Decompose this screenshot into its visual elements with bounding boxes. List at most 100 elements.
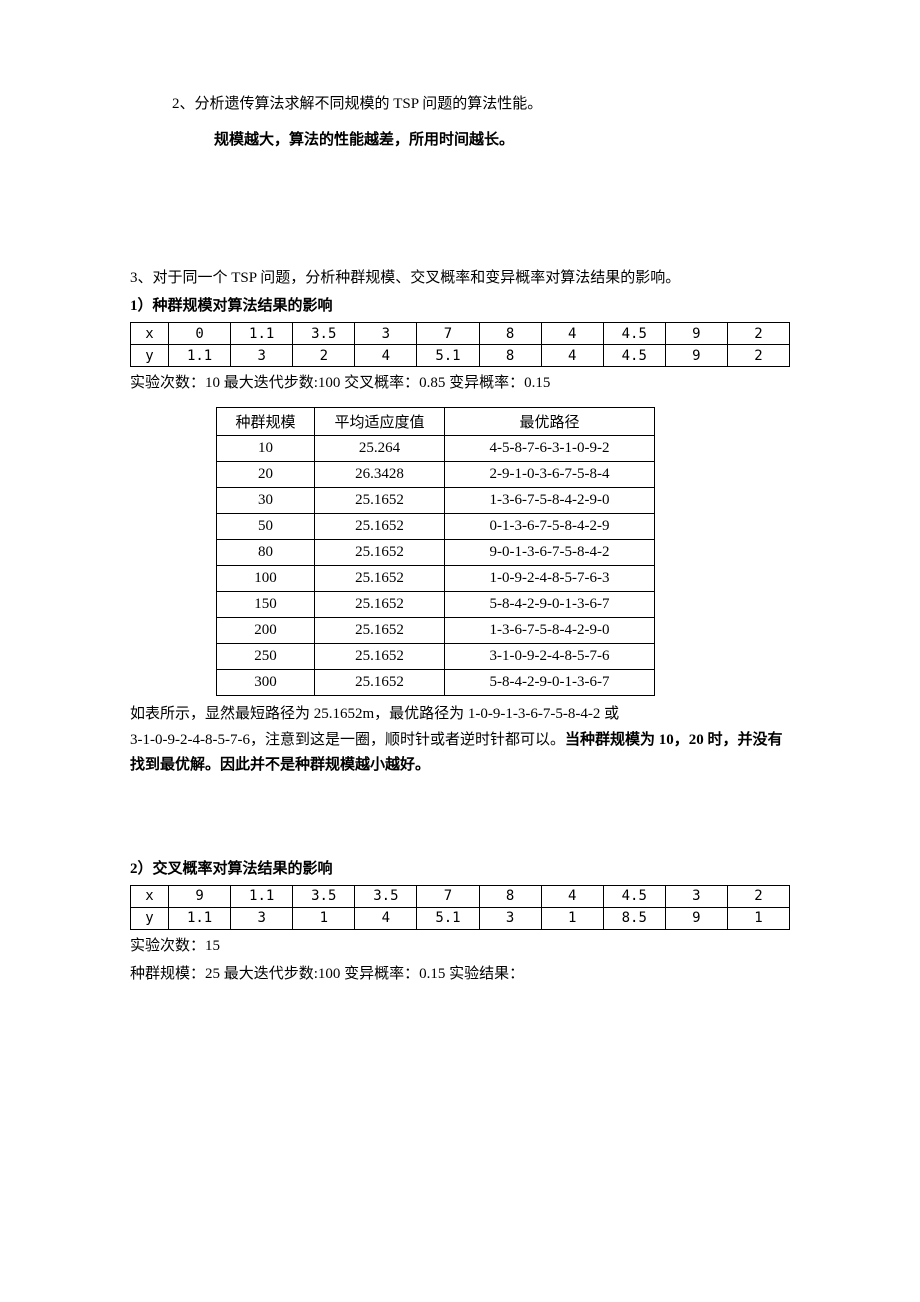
cell: 1.1 <box>231 323 293 345</box>
table-row: 20 26.3428 2-9-1-0-3-6-7-5-8-4 <box>217 462 655 488</box>
cell: 25.1652 <box>315 488 445 514</box>
cell: 26.3428 <box>315 462 445 488</box>
cell: 25.1652 <box>315 514 445 540</box>
cell: 8.5 <box>603 907 665 929</box>
cell: 4 <box>355 345 417 367</box>
row-label: y <box>131 345 169 367</box>
row-label: x <box>131 885 169 907</box>
cell: 3 <box>665 885 727 907</box>
cell: 1.1 <box>169 907 231 929</box>
cell: 1 <box>727 907 789 929</box>
section2-conclusion: 规模越大，算法的性能越差，所用时间越长。 <box>130 128 790 152</box>
cell: 3 <box>231 345 293 367</box>
cell: 3.5 <box>293 885 355 907</box>
cell: 0-1-3-6-7-5-8-4-2-9 <box>445 514 655 540</box>
cell: 150 <box>217 592 315 618</box>
table-row: 30 25.1652 1-3-6-7-5-8-4-2-9-0 <box>217 488 655 514</box>
cell: 9 <box>169 885 231 907</box>
cell: 4 <box>541 345 603 367</box>
header-cell: 平均适应度值 <box>315 408 445 436</box>
cell: 3.5 <box>355 885 417 907</box>
header-cell: 种群规模 <box>217 408 315 436</box>
cell: 25.1652 <box>315 540 445 566</box>
cell: 1 <box>293 907 355 929</box>
table-row: x 9 1.1 3.5 3.5 7 8 4 4.5 3 2 <box>131 885 790 907</box>
cell: 3-1-0-9-2-4-8-5-7-6 <box>445 644 655 670</box>
cell: 4 <box>541 885 603 907</box>
cell: 2 <box>293 345 355 367</box>
cell: 9 <box>665 323 727 345</box>
table-row: 10 25.264 4-5-8-7-6-3-1-0-9-2 <box>217 436 655 462</box>
xy-table-1: x 0 1.1 3.5 3 7 8 4 4.5 9 2 y 1.1 3 2 4 … <box>130 322 790 367</box>
section3-intro: 3、对于同一个 TSP 问题，分析种群规模、交叉概率和变异概率对算法结果的影响。 <box>130 266 790 290</box>
sub1-title: 1）种群规模对算法结果的影响 <box>130 294 790 318</box>
table-row: y 1.1 3 2 4 5.1 8 4 4.5 9 2 <box>131 345 790 367</box>
cell: 1-0-9-2-4-8-5-7-6-3 <box>445 566 655 592</box>
params1-text: 实验次数：10 最大迭代步数:100 交叉概率：0.85 变异概率：0.15 <box>130 371 790 395</box>
analysis1-text: 如表所示，显然最短路径为 25.1652m，最优路径为 1-0-9-1-3-6-… <box>130 702 790 779</box>
cell: 300 <box>217 670 315 696</box>
table-row: 种群规模 平均适应度值 最优路径 <box>217 408 655 436</box>
cell: 20 <box>217 462 315 488</box>
cell: 5.1 <box>417 345 479 367</box>
analysis-part-b: 3-1-0-9-2-4-8-5-7-6，注意到这是一圈，顺时针或者逆时针都可以。 <box>130 732 565 748</box>
cell: 1.1 <box>169 345 231 367</box>
params2b-text: 种群规模：25 最大迭代步数:100 变异概率：0.15 实验结果： <box>130 962 790 986</box>
cell: 200 <box>217 618 315 644</box>
cell: 1.1 <box>231 885 293 907</box>
cell: 7 <box>417 323 479 345</box>
cell: 25.1652 <box>315 592 445 618</box>
cell: 5-8-4-2-9-0-1-3-6-7 <box>445 592 655 618</box>
row-label: y <box>131 907 169 929</box>
table-row: 80 25.1652 9-0-1-3-6-7-5-8-4-2 <box>217 540 655 566</box>
cell: 25.264 <box>315 436 445 462</box>
cell: 100 <box>217 566 315 592</box>
cell: 1 <box>541 907 603 929</box>
cell: 2 <box>727 323 789 345</box>
cell: 4.5 <box>603 885 665 907</box>
cell: 25.1652 <box>315 566 445 592</box>
cell: 9 <box>665 345 727 367</box>
cell: 25.1652 <box>315 670 445 696</box>
cell: 8 <box>479 323 541 345</box>
table-row: 200 25.1652 1-3-6-7-5-8-4-2-9-0 <box>217 618 655 644</box>
table-row: 100 25.1652 1-0-9-2-4-8-5-7-6-3 <box>217 566 655 592</box>
cell: 3.5 <box>293 323 355 345</box>
sub2-title: 2）交叉概率对算法结果的影响 <box>130 857 790 881</box>
cell: 9-0-1-3-6-7-5-8-4-2 <box>445 540 655 566</box>
cell: 2 <box>727 885 789 907</box>
cell: 3 <box>231 907 293 929</box>
params2a-text: 实验次数：15 <box>130 934 790 958</box>
cell: 0 <box>169 323 231 345</box>
cell: 5.1 <box>417 907 479 929</box>
cell: 1-3-6-7-5-8-4-2-9-0 <box>445 488 655 514</box>
cell: 9 <box>665 907 727 929</box>
cell: 80 <box>217 540 315 566</box>
row-label: x <box>131 323 169 345</box>
table-row: 150 25.1652 5-8-4-2-9-0-1-3-6-7 <box>217 592 655 618</box>
cell: 250 <box>217 644 315 670</box>
table-row: x 0 1.1 3.5 3 7 8 4 4.5 9 2 <box>131 323 790 345</box>
cell: 8 <box>479 885 541 907</box>
cell: 25.1652 <box>315 618 445 644</box>
cell: 4 <box>541 323 603 345</box>
cell: 10 <box>217 436 315 462</box>
results-table-1: 种群规模 平均适应度值 最优路径 10 25.264 4-5-8-7-6-3-1… <box>216 407 655 696</box>
cell: 50 <box>217 514 315 540</box>
cell: 3 <box>355 323 417 345</box>
cell: 4.5 <box>603 323 665 345</box>
cell: 4-5-8-7-6-3-1-0-9-2 <box>445 436 655 462</box>
table-row: 50 25.1652 0-1-3-6-7-5-8-4-2-9 <box>217 514 655 540</box>
cell: 3 <box>479 907 541 929</box>
cell: 1-3-6-7-5-8-4-2-9-0 <box>445 618 655 644</box>
cell: 2 <box>727 345 789 367</box>
cell: 8 <box>479 345 541 367</box>
cell: 30 <box>217 488 315 514</box>
cell: 5-8-4-2-9-0-1-3-6-7 <box>445 670 655 696</box>
cell: 25.1652 <box>315 644 445 670</box>
cell: 4.5 <box>603 345 665 367</box>
header-cell: 最优路径 <box>445 408 655 436</box>
section2-title: 2、分析遗传算法求解不同规模的 TSP 问题的算法性能。 <box>130 92 790 116</box>
cell: 4 <box>355 907 417 929</box>
analysis-part-a: 如表所示，显然最短路径为 25.1652m，最优路径为 1-0-9-1-3-6-… <box>130 706 619 722</box>
